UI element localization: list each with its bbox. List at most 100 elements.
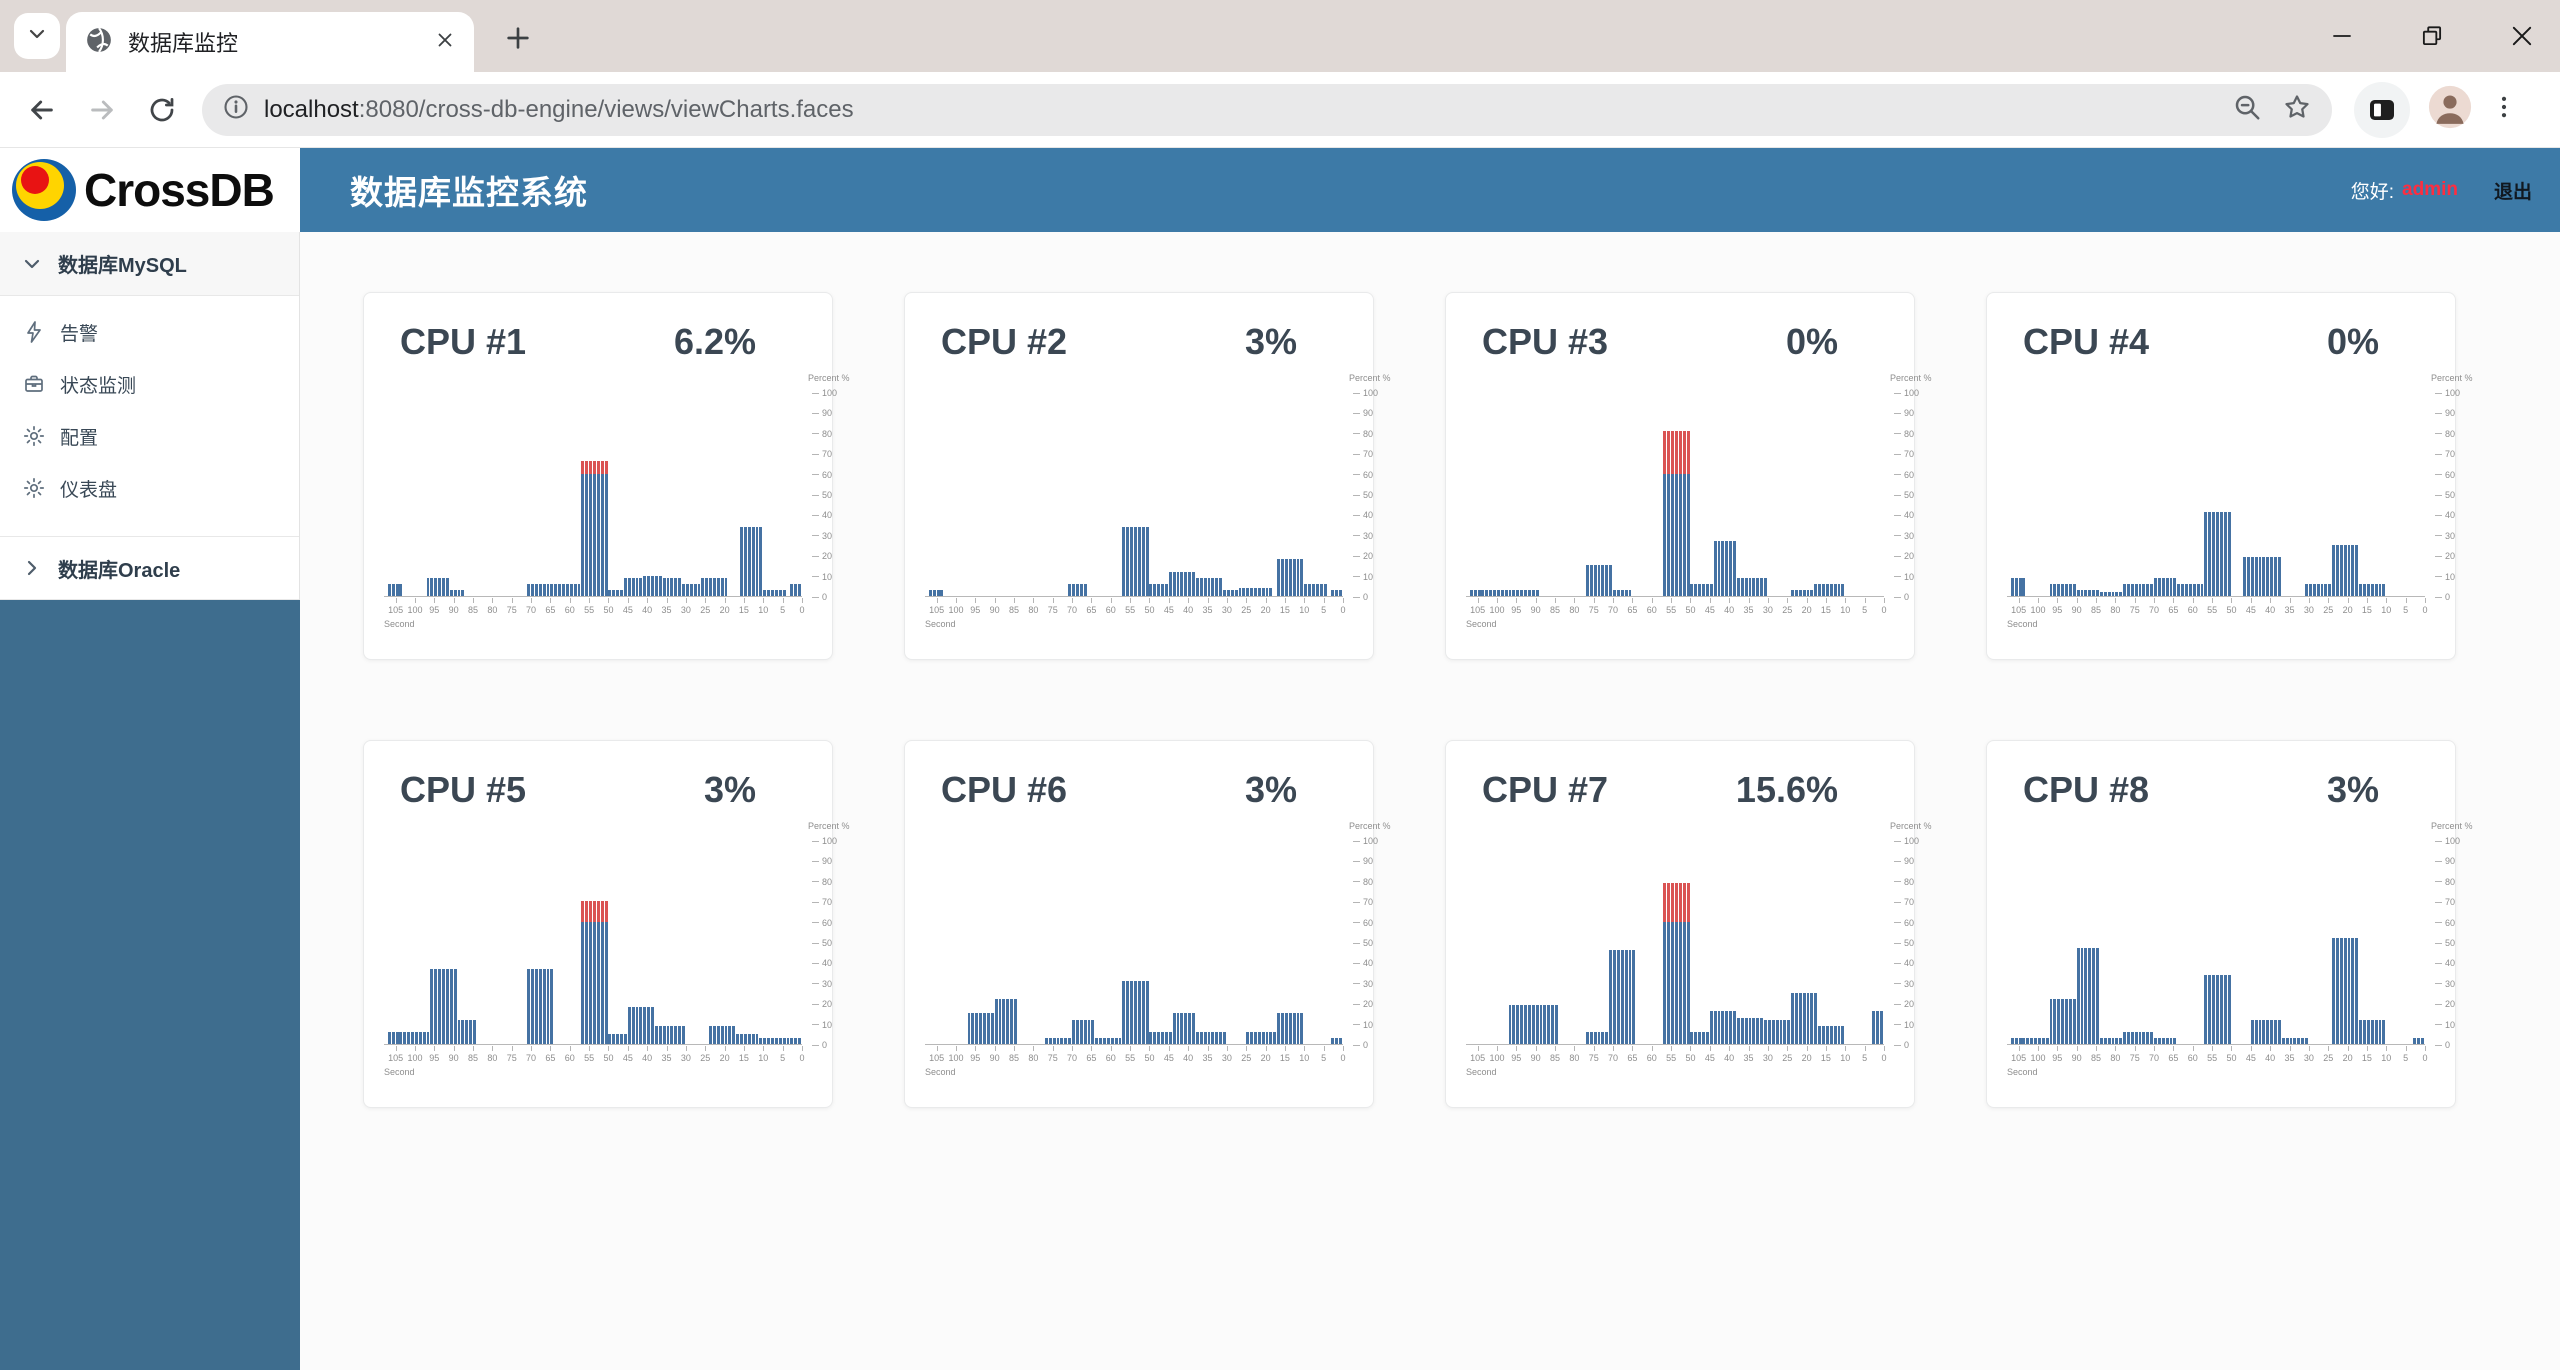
x-axis-title: Second bbox=[384, 1067, 415, 1077]
x-axis-title: Second bbox=[384, 619, 415, 629]
chart-bars bbox=[1466, 393, 1884, 597]
cpu-usage-chart: Percent % 105 100 95 90 85 80 75 70 65 60 55 50 45 40 3… bbox=[384, 821, 850, 1077]
sidebar-group-label: 数据库Oracle bbox=[58, 559, 181, 582]
new-tab-button[interactable] bbox=[496, 16, 540, 60]
y-axis: 0 10 20 30 40 50 60 70 80 90 100 bbox=[1353, 836, 1403, 1050]
cpu-card: CPU #8 3% Percent % 105 100 95 90 85 80 75 70 65 60 5… bbox=[1986, 740, 2473, 1108]
username: admin bbox=[2402, 179, 2458, 200]
sidebar-item-alerts[interactable]: 告警 bbox=[0, 306, 299, 358]
crossdb-logo: CrossDB bbox=[0, 148, 300, 232]
y-axis-title: Percent % bbox=[2431, 821, 2473, 831]
bookmark-star-icon[interactable] bbox=[2282, 92, 2312, 127]
url-path: :8080/cross-db-engine/views/viewCharts.f… bbox=[358, 95, 854, 123]
tab-search-button[interactable] bbox=[14, 13, 60, 59]
sidebar-background bbox=[0, 600, 300, 1370]
x-axis: 105 100 95 90 85 80 75 70 65 60 55 50 45 40 35 30 25 20 15… bbox=[384, 597, 805, 637]
y-axis: 0 10 20 30 40 50 60 70 80 90 100 bbox=[1894, 836, 1944, 1050]
app-title-bar: 数据库监控系统 您好: admin 退出 bbox=[300, 148, 2560, 232]
logo-text: CrossDB bbox=[84, 164, 275, 216]
crossdb-logo-icon bbox=[12, 159, 76, 221]
site-info-icon[interactable] bbox=[222, 93, 250, 126]
sidebar-item-label: 仪表盘 bbox=[60, 479, 118, 501]
y-axis-title: Percent % bbox=[1349, 373, 1391, 383]
profile-avatar[interactable] bbox=[2428, 85, 2472, 134]
sidebar-item-dashboard[interactable]: 仪表盘 bbox=[0, 462, 299, 514]
sidebar-item-status-monitor[interactable]: 状态监测 bbox=[0, 358, 299, 410]
tab-close-icon[interactable] bbox=[434, 29, 456, 56]
y-axis-title: Percent % bbox=[808, 373, 850, 383]
chart-bars bbox=[1466, 841, 1884, 1045]
cpu-usage-value: 15.6% bbox=[1735, 769, 1838, 810]
url-text[interactable]: localhost:8080/cross-db-engine/views/vie… bbox=[264, 96, 2218, 124]
y-axis: 0 10 20 30 40 50 60 70 80 90 100 bbox=[1353, 388, 1403, 602]
cpu-card: CPU #1 6.2% Percent % 105 100 95 90 85 80 75 70 65 6… bbox=[363, 292, 850, 660]
cpu-card: CPU #6 3% Percent % 105 100 95 90 85 80 75 70 65 60 5… bbox=[904, 740, 1391, 1108]
y-axis-title: Percent % bbox=[1890, 821, 1932, 831]
x-axis: 105 100 95 90 85 80 75 70 65 60 55 50 45 40 35 30 25 20 15… bbox=[2007, 1045, 2428, 1085]
sidebar-item-config[interactable]: 配置 bbox=[0, 410, 299, 462]
browser-toolbar: localhost:8080/cross-db-engine/views/vie… bbox=[0, 72, 2560, 148]
toolbar-right bbox=[2354, 81, 2518, 138]
browser-menu-icon[interactable] bbox=[2490, 93, 2518, 126]
x-axis-title: Second bbox=[925, 1067, 956, 1077]
toolbox-icon bbox=[22, 372, 46, 396]
side-panel-icon[interactable] bbox=[2354, 81, 2410, 138]
cpu-card: CPU #5 3% Percent % 105 100 95 90 85 80 75 70 65 60 5… bbox=[363, 740, 850, 1108]
forward-button[interactable] bbox=[76, 84, 128, 136]
chart-bars bbox=[925, 841, 1343, 1045]
cpu-usage-chart: Percent % 105 100 95 90 85 80 75 70 65 60 55 50 45 40 3… bbox=[1466, 821, 1932, 1077]
cpu-usage-value: 3% bbox=[1244, 769, 1297, 810]
x-axis: 105 100 95 90 85 80 75 70 65 60 55 50 45 40 35 30 25 20 15… bbox=[925, 1045, 1346, 1085]
logout-link[interactable]: 退出 bbox=[2493, 181, 2532, 203]
cpu-cards-grid: CPU #1 6.2% Percent % 105 100 95 90 85 80 75 70 65 6… bbox=[300, 232, 2560, 1108]
chart-bars bbox=[2007, 393, 2425, 597]
cpu-usage-chart: Percent % 105 100 95 90 85 80 75 70 65 60 55 50 45 40 3… bbox=[2007, 821, 2473, 1077]
browser-tab[interactable]: 数据库监控 bbox=[66, 12, 474, 72]
zoom-out-icon[interactable] bbox=[2232, 92, 2262, 127]
cpu-usage-value: 3% bbox=[1244, 321, 1297, 362]
tab-strip: 数据库监控 bbox=[0, 0, 2560, 72]
cpu-card-title: CPU #7 bbox=[1482, 769, 1609, 810]
cpu-card-title: CPU #6 bbox=[941, 769, 1068, 810]
x-axis-title: Second bbox=[2007, 619, 2038, 629]
url-host: localhost bbox=[264, 95, 359, 123]
x-axis: 105 100 95 90 85 80 75 70 65 60 55 50 45 40 35 30 25 20 15… bbox=[925, 597, 1346, 637]
cpu-card: CPU #2 3% Percent % 105 100 95 90 85 80 75 70 65 60 5… bbox=[904, 292, 1391, 660]
sidebar-group-mysql[interactable]: 数据库MySQL bbox=[0, 232, 299, 296]
chevron-down-icon bbox=[20, 252, 44, 276]
y-axis: 0 10 20 30 40 50 60 70 80 90 100 bbox=[812, 836, 862, 1050]
close-window-button[interactable] bbox=[2502, 16, 2542, 56]
restore-button[interactable] bbox=[2412, 16, 2452, 56]
x-axis: 105 100 95 90 85 80 75 70 65 60 55 50 45 40 35 30 25 20 15… bbox=[1466, 1045, 1887, 1085]
cpu-card-title: CPU #5 bbox=[400, 769, 527, 810]
window-controls bbox=[2322, 0, 2542, 72]
chart-bars bbox=[384, 393, 802, 597]
gear-icon bbox=[22, 424, 46, 448]
y-axis: 0 10 20 30 40 50 60 70 80 90 100 bbox=[2435, 836, 2485, 1050]
chart-bars bbox=[384, 841, 802, 1045]
cpu-usage-value: 0% bbox=[1785, 321, 1838, 362]
x-axis: 105 100 95 90 85 80 75 70 65 60 55 50 45 40 35 30 25 20 15… bbox=[384, 1045, 805, 1085]
address-bar-actions bbox=[2232, 92, 2312, 127]
x-axis-title: Second bbox=[1466, 1067, 1497, 1077]
cpu-usage-chart: Percent % 105 100 95 90 85 80 75 70 65 60 55 50 45 40 3… bbox=[925, 821, 1391, 1077]
cpu-card-title: CPU #8 bbox=[2023, 769, 2150, 810]
cpu-usage-chart: Percent % 105 100 95 90 85 80 75 70 65 60 55 50 45 40 3… bbox=[925, 373, 1391, 629]
cpu-card-title: CPU #3 bbox=[1482, 321, 1609, 362]
x-axis: 105 100 95 90 85 80 75 70 65 60 55 50 45 40 35 30 25 20 15… bbox=[2007, 597, 2428, 637]
sidebar-item-label: 状态监测 bbox=[60, 375, 137, 397]
y-axis: 0 10 20 30 40 50 60 70 80 90 100 bbox=[2435, 388, 2485, 602]
cpu-card: CPU #4 0% Percent % 105 100 95 90 85 80 75 70 65 60 5… bbox=[1986, 292, 2473, 660]
back-button[interactable] bbox=[16, 84, 68, 136]
sidebar-group-label: 数据库MySQL bbox=[58, 255, 187, 277]
sidebar-item-label: 配置 bbox=[60, 427, 99, 449]
address-bar[interactable]: localhost:8080/cross-db-engine/views/vie… bbox=[202, 83, 2332, 136]
reload-button[interactable] bbox=[136, 84, 188, 136]
minimize-button[interactable] bbox=[2322, 16, 2362, 56]
cpu-usage-value: 3% bbox=[2326, 769, 2379, 810]
y-axis-title: Percent % bbox=[1349, 821, 1391, 831]
cpu-usage-value: 6.2% bbox=[673, 321, 756, 362]
sidebar-group-oracle[interactable]: 数据库Oracle bbox=[0, 536, 299, 600]
y-axis-title: Percent % bbox=[1890, 373, 1932, 383]
